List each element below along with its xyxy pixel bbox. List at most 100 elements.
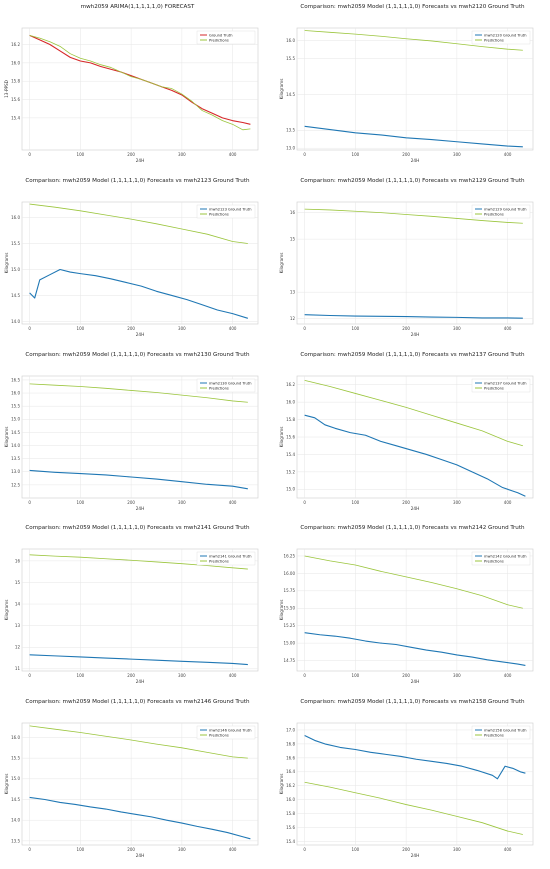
chart-title: Comparison: mwh2059 Model (1,1,1,1,1,0) … (25, 177, 250, 184)
x-tick-label: 300 (453, 152, 461, 157)
legend-label: mwh2130 Ground Truth (209, 381, 251, 385)
x-tick-label: 300 (178, 326, 186, 331)
plot-area (296, 201, 534, 325)
ground-truth-series-line (29, 654, 248, 666)
plot-area (296, 549, 534, 672)
predictions-series-line (304, 555, 523, 610)
legend-label: Predictions (209, 38, 229, 42)
x-tick-label: 400 (504, 500, 512, 505)
x-tick-label: 400 (504, 152, 512, 157)
legend-box (196, 30, 256, 45)
y-axis-label: Kilograms (4, 774, 9, 795)
y-tick-label: 15.5 (11, 756, 20, 761)
x-axis-label: 24H (411, 506, 419, 511)
y-tick-label: 14.0 (11, 443, 20, 448)
legend-label: Predictions (484, 386, 504, 390)
legend-label: mwh2120 Ground Truth (484, 33, 526, 37)
y-axis-label: Kilograms (279, 774, 284, 795)
legend-label: mwh2146 Ground Truth (209, 728, 251, 732)
legend-box (196, 204, 256, 218)
chart-panel-10: Comparison: mwh2059 Model (1,1,1,1,1,0) … (275, 695, 550, 869)
chart-title: Comparison: mwh2059 Model (1,1,1,1,1,0) … (25, 699, 250, 706)
legend-label: Predictions (209, 386, 229, 390)
predictions-series-line (29, 203, 248, 244)
plot-area (21, 722, 259, 846)
y-tick-label: 15.2 (286, 469, 295, 474)
legend-label: mwh2142 Ground Truth (484, 555, 526, 559)
x-axis-label: 24H (411, 679, 419, 684)
legend-label: mwh2158 Ground Truth (484, 728, 526, 732)
y-tick-label: 15.4 (11, 115, 20, 120)
y-tick-label: 15.50 (284, 606, 296, 611)
ground-truth-series-line (29, 268, 249, 319)
plot-area (21, 201, 259, 325)
legend-label: mwh2141 Ground Truth (209, 555, 251, 559)
x-tick-label: 100 (77, 847, 85, 852)
y-tick-label: 15.8 (286, 811, 295, 816)
chart-svg: 0 100 200 300 400 14.75 15.00 15.25 15.50 15.75 16… (279, 549, 534, 684)
chart-title: Comparison: mwh2059 Model (1,1,1,1,1,0) … (25, 351, 250, 358)
x-tick-label: 0 (28, 673, 31, 678)
x-tick-label: 400 (229, 500, 237, 505)
chart-panel-3: Comparison: mwh2059 Model (1,1,1,1,1,0) … (0, 174, 275, 348)
y-tick-label: 16.00 (284, 571, 296, 576)
legend-box (196, 378, 256, 392)
x-tick-label: 300 (178, 500, 186, 505)
y-tick-label: 14.5 (11, 797, 20, 802)
x-tick-label: 400 (504, 326, 512, 331)
y-tick-label: 15.8 (286, 417, 295, 422)
predictions-series-line (29, 725, 248, 759)
x-axis-label: 24H (136, 679, 144, 684)
y-tick-label: 16.2 (286, 783, 295, 788)
chart-panel-4: Comparison: mwh2059 Model (1,1,1,1,1,0) … (275, 174, 550, 348)
x-tick-label: 0 (303, 673, 306, 678)
x-tick-label: 100 (77, 673, 85, 678)
x-tick-label: 100 (352, 847, 360, 852)
x-axis-label: 24H (136, 158, 144, 163)
chart-svg: 0 100 200 300 400 15.0 15.2 15.4 15.6 15.8 16.0 16.… (279, 375, 534, 511)
x-tick-label: 200 (127, 847, 135, 852)
y-axis-label: Kilograms (279, 79, 284, 100)
y-tick-label: 14.75 (284, 658, 296, 663)
y-tick-label: 12 (15, 645, 21, 650)
y-tick-label: 13.5 (286, 128, 295, 133)
chart-title: Comparison: mwh2059 Model (1,1,1,1,1,0) … (300, 525, 525, 532)
y-tick-label: 17.0 (286, 728, 295, 733)
predictions-series-line (304, 782, 523, 836)
legend-label: mwh2123 Ground Truth (209, 207, 251, 211)
predictions-series-line (304, 30, 523, 51)
chart-svg: 0 100 200 300 400 11 12 13 14 15 16 24H Kilograms mwh… (4, 549, 259, 684)
y-tick-label: 15.0 (286, 486, 295, 491)
x-tick-label: 100 (352, 500, 360, 505)
y-tick-label: 15 (290, 236, 296, 241)
plot-area (296, 27, 534, 151)
chart-svg: 0 100 200 300 400 15.4 15.6 15.8 16.0 16.2 16.4 16.… (279, 722, 534, 858)
x-axis-label: 24H (411, 332, 419, 337)
y-axis-label: Kilograms (279, 600, 284, 621)
x-tick-label: 200 (127, 326, 135, 331)
x-tick-label: 100 (352, 673, 360, 678)
legend-label: mwh2137 Ground Truth (484, 381, 526, 385)
y-axis-label: Kilograms (4, 600, 9, 621)
plot-area (296, 722, 534, 846)
chart-svg: 0 100 200 300 400 12.5 13.0 13.5 14.0 14.5 15.0 15.… (4, 375, 259, 511)
plot-area (21, 27, 259, 151)
y-tick-label: 15.0 (11, 267, 20, 272)
x-tick-label: 200 (127, 673, 135, 678)
x-tick-label: 200 (402, 847, 410, 852)
x-tick-label: 200 (402, 152, 410, 157)
y-tick-label: 15.0 (11, 416, 20, 421)
y-tick-label: 16.0 (11, 215, 20, 220)
chart-panel-2: Comparison: mwh2059 Model (1,1,1,1,1,0) … (275, 0, 550, 174)
predictions-series-line (304, 208, 523, 224)
y-tick-label: 14.5 (286, 92, 295, 97)
x-tick-label: 300 (453, 847, 461, 852)
x-tick-label: 400 (504, 673, 512, 678)
y-tick-label: 15.5 (11, 403, 20, 408)
legend-label: Predictions (484, 733, 504, 737)
chart-panel-8: Comparison: mwh2059 Model (1,1,1,1,1,0) … (275, 521, 550, 695)
